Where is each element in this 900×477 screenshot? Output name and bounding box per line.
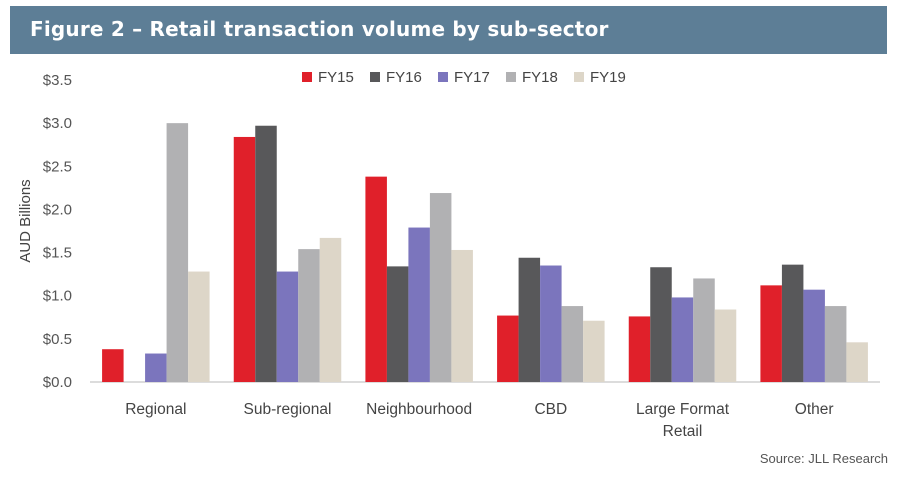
x-category-label: Other	[795, 401, 834, 418]
bar-fy15-regional	[102, 349, 124, 382]
figure-title-bar: Figure 2 – Retail transaction volume by …	[10, 6, 887, 54]
bar-fy16-cbd	[518, 257, 541, 382]
x-category-label: Large Format	[636, 401, 730, 418]
bar-fy16-large-format-retail	[650, 267, 672, 382]
legend-swatch-fy17	[438, 72, 448, 82]
bar-fy19-cbd	[583, 320, 605, 382]
legend-label-fy16: FY16	[386, 69, 422, 86]
bar-fy19-neighbourhood	[451, 249, 473, 382]
y-axis-label: AUD Billions	[17, 179, 34, 262]
legend-label-fy19: FY19	[590, 69, 626, 86]
y-tick-label: $0.0	[43, 374, 72, 391]
bar-fy17-large-format-retail	[671, 297, 694, 382]
figure-title: Figure 2 – Retail transaction volume by …	[30, 17, 609, 41]
bar-fy16-sub-regional	[255, 125, 277, 382]
x-category-label: Regional	[125, 401, 186, 418]
bar-fy15-other	[760, 285, 782, 382]
y-tick-label: $3.5	[43, 72, 72, 89]
bar-fy18-other	[824, 306, 847, 382]
bar-fy17-neighbourhood	[408, 227, 430, 382]
bar-fy18-large-format-retail	[693, 278, 715, 382]
bar-fy19-large-format-retail	[714, 309, 737, 382]
bar-fy15-sub-regional	[233, 136, 256, 382]
x-category-label: CBD	[534, 401, 567, 418]
bar-fy18-regional	[166, 123, 189, 383]
bar-fy15-neighbourhood	[365, 176, 387, 382]
y-tick-label: $0.5	[43, 331, 72, 348]
bar-fy16-neighbourhood	[386, 266, 409, 382]
bar-fy17-cbd	[540, 265, 562, 382]
legend-swatch-fy15	[302, 72, 312, 82]
bar-fy16-other	[781, 264, 804, 382]
bar-fy18-cbd	[561, 306, 584, 382]
legend-swatch-fy16	[370, 72, 380, 82]
y-tick-label: $3.0	[43, 115, 72, 132]
legend-label-fy17: FY17	[454, 69, 490, 86]
bar-fy19-sub-regional	[319, 237, 342, 382]
source-note: Source: JLL Research	[759, 451, 888, 466]
x-category-label: Retail	[663, 423, 703, 440]
y-tick-label: $1.0	[43, 288, 72, 305]
bar-fy15-cbd	[497, 315, 519, 382]
bar-fy19-other	[846, 342, 868, 382]
legend-swatch-fy18	[506, 72, 516, 82]
bar-fy17-sub-regional	[276, 271, 299, 382]
x-category-label: Sub-regional	[244, 401, 332, 418]
bar-fy17-other	[803, 289, 825, 382]
x-category-label: Neighbourhood	[366, 401, 472, 418]
bar-fy18-sub-regional	[298, 249, 320, 382]
y-tick-label: $2.0	[43, 201, 72, 218]
y-tick-label: $2.5	[43, 158, 72, 175]
legend-label-fy18: FY18	[522, 69, 558, 86]
bar-fy18-neighbourhood	[429, 193, 452, 382]
legend-label-fy15: FY15	[318, 69, 354, 86]
y-tick-label: $1.5	[43, 245, 72, 262]
bar-fy15-large-format-retail	[628, 316, 651, 382]
bar-fy17-regional	[145, 353, 167, 382]
legend-swatch-fy19	[574, 72, 584, 82]
bar-fy19-regional	[188, 271, 210, 382]
